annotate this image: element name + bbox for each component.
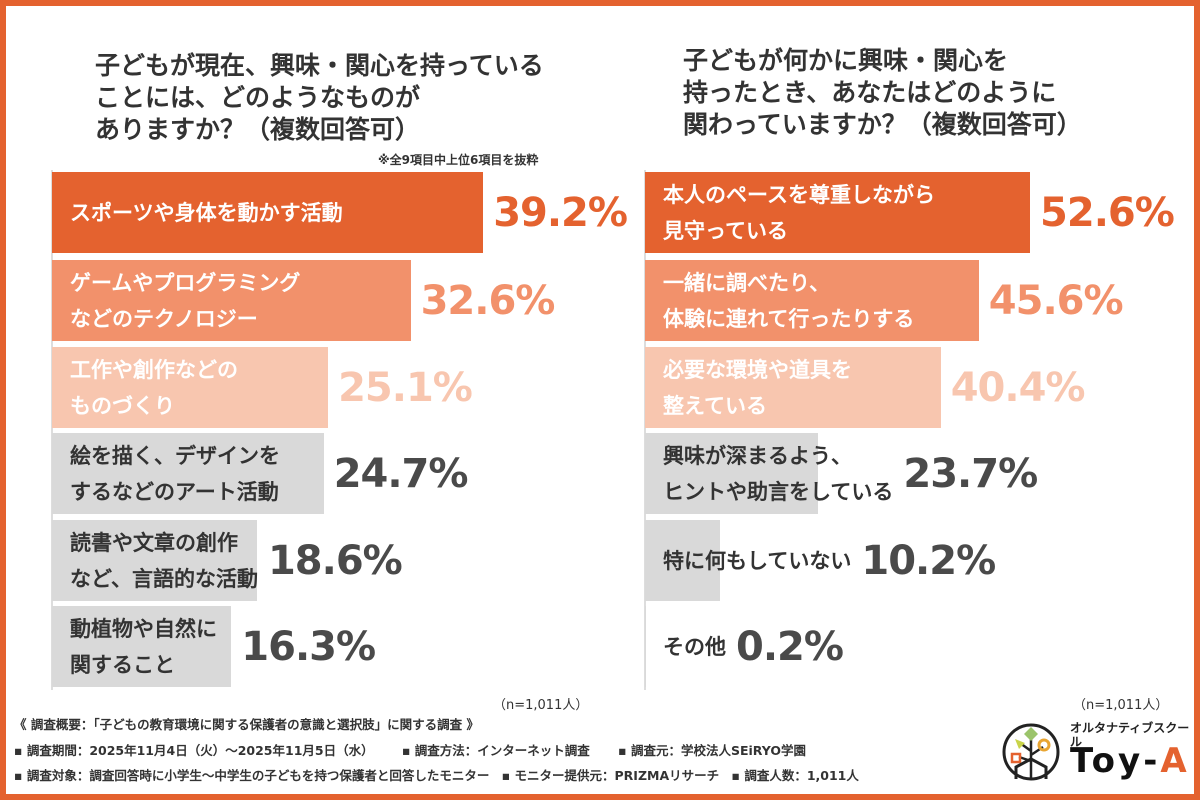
data-label: 16.3% [241, 623, 376, 670]
footer-period: ▪ 調査期間：2025年11月4日（火）～2025年11月5日（水） [14, 743, 374, 758]
footer-target: ▪ 調査対象：調査回答時に小学生～中学生の子どもを持つ保護者と回答したモニター [14, 768, 490, 783]
data-label: 24.7% [333, 450, 469, 497]
category-label: 必要な環境や道具を 整えている [663, 357, 852, 418]
footer-row-2: ▪ 調査対象：調査回答時に小学生～中学生の子どもを持つ保護者と回答したモニター … [14, 768, 859, 784]
category-label: 本人のペースを尊重しながら 見守っている [663, 182, 935, 243]
category-label: 一緒に調べたり、 体験に連れて行ったりする [663, 270, 915, 331]
category-label: 特に何もしていない [663, 548, 852, 573]
data-label: 25.1% [338, 364, 473, 411]
bar [52, 433, 324, 514]
footer-count: ▪ 調査人数：1,011人 [731, 768, 859, 783]
tree-house-icon [1002, 723, 1060, 781]
data-label: 23.7% [903, 450, 1038, 497]
data-label: 18.6% [267, 537, 403, 584]
left-chart-title: 子どもが現在、興味・関心を持っている ことには、どのようなものが ありますか？（… [95, 51, 544, 144]
bar [645, 433, 819, 514]
bar [52, 520, 257, 601]
footer-provider: ▪ モニター提供元：PRIZMAリサーチ [501, 768, 720, 783]
right-sample-size: （n=1,011人） [1073, 698, 1169, 713]
data-label: 32.6% [420, 277, 556, 324]
category-label: スポーツや身体を動かす活動 [70, 200, 343, 225]
left-sample-size: （n=1,011人） [493, 698, 589, 713]
right-chart-title: 子どもが何かに興味・関心を 持ったとき、あなたはどのように 関わっていますか？（… [683, 46, 1082, 139]
category-label: 興味が深まるよう、 ヒントや助言をしている [663, 443, 894, 504]
data-label: 45.6% [988, 277, 1124, 324]
category-label: 動植物や自然に 関すること [70, 616, 217, 677]
bar [52, 606, 232, 687]
axis-line [644, 170, 646, 690]
category-label: その他 [663, 634, 726, 659]
logo-tagline: オルタナティブスクール [1070, 721, 1190, 749]
bar [52, 172, 484, 253]
data-label: 10.2% [861, 537, 996, 584]
bar [52, 347, 329, 428]
footer-summary: 《 調査概要：「子どもの教育環境に関する保護者の意識と選択肢」に関する調査 》 [14, 717, 479, 732]
footer-method: ▪ 調査方法：インターネット調査 [401, 743, 590, 758]
bar [645, 172, 1031, 253]
left-chart-note: ※全9項目中上位6項目を抜粋 [378, 153, 539, 167]
toy-a-logo: オルタナティブスクール Toy-A [1000, 717, 1190, 787]
bar [52, 260, 411, 341]
footer-row-1: ▪ 調査期間：2025年11月4日（火）～2025年11月5日（水） ▪ 調査方… [14, 743, 806, 759]
bar [645, 260, 979, 341]
category-label: 絵を描く、デザインを するなどのアート活動 [70, 443, 280, 504]
bar [645, 606, 647, 687]
data-label: 40.4% [950, 364, 1086, 411]
category-label: 工作や創作などの ものづくり [70, 357, 238, 418]
axis-line [51, 170, 53, 690]
bar [645, 347, 941, 428]
bar [645, 520, 720, 601]
data-label: 39.2% [493, 189, 628, 236]
data-label: 0.2% [736, 623, 844, 670]
footer-source: ▪ 調査元：学校法人SEiRYO学園 [618, 743, 806, 758]
logo-name: Toy-A [1070, 741, 1190, 781]
data-label: 52.6% [1040, 189, 1175, 236]
category-label: 読書や文章の創作 など、言語的な活動 [70, 530, 258, 591]
category-label: ゲームやプログラミング などのテクノロジー [70, 270, 301, 331]
